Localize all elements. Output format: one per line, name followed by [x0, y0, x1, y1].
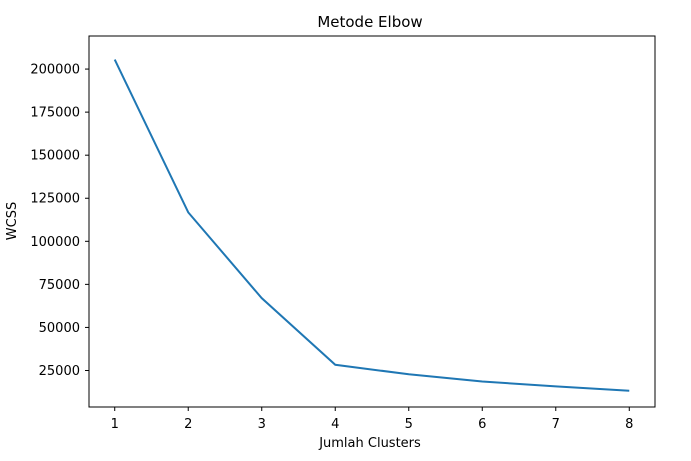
- x-axis-label: Jumlah Clusters: [318, 436, 421, 451]
- x-axis: 1 2 3 4 5 6 7 8: [111, 407, 633, 432]
- y-tick-label: 125000: [30, 192, 80, 207]
- y-tick-label: 25000: [39, 364, 80, 379]
- y-tick-label: 50000: [39, 321, 80, 336]
- x-tick-label: 3: [258, 417, 266, 432]
- x-tick-label: 4: [331, 417, 339, 432]
- axes-frame: [88, 35, 656, 408]
- x-tick-label: 2: [184, 417, 192, 432]
- y-tick-label: 175000: [30, 106, 80, 121]
- x-tick-label: 5: [405, 417, 413, 432]
- plot-area: [88, 35, 656, 408]
- chart-title: Metode Elbow: [317, 13, 422, 31]
- y-tick-label: 200000: [30, 63, 80, 78]
- y-axis-label: WCSS: [5, 202, 20, 240]
- x-tick-label: 7: [552, 417, 560, 432]
- y-tick-label: 150000: [30, 149, 80, 164]
- series-line: [113, 59, 630, 392]
- y-tick-label: 75000: [39, 278, 80, 293]
- y-axis: 25000 50000 75000 100000 125000 150000 175000 2…: [30, 63, 89, 379]
- x-tick-label: 6: [478, 417, 486, 432]
- y-tick-label: 100000: [30, 235, 80, 250]
- x-tick-label: 1: [111, 417, 119, 432]
- x-tick-label: 8: [625, 417, 633, 432]
